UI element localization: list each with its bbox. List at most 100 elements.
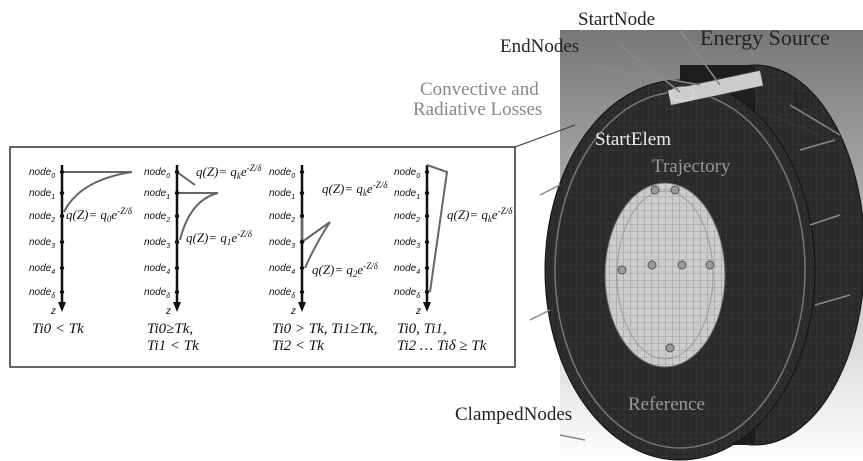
node-dot <box>425 240 429 244</box>
reference-label: Reference <box>628 394 705 415</box>
node-dot <box>300 191 304 195</box>
node-dot <box>425 170 429 174</box>
node-word: node <box>29 237 52 248</box>
node-dot <box>425 266 429 270</box>
losses-label: Convective and <box>420 79 539 100</box>
node-word: node <box>394 237 417 248</box>
node-dot <box>175 266 179 270</box>
condition: Ti0 > Tk, Ti1≥Tk, <box>272 321 377 337</box>
node-word: node <box>144 211 167 222</box>
end-nodes-label: EndNodes <box>500 36 579 57</box>
node-word: node <box>394 211 417 222</box>
start-node-label: StartNode <box>578 9 655 30</box>
node-word: node <box>394 188 417 199</box>
node-word: node <box>269 287 292 298</box>
node-index: 3 <box>416 243 420 250</box>
node-word: node <box>394 263 417 274</box>
node-index: δ <box>166 293 170 300</box>
inner-hole <box>605 183 725 367</box>
node-index: 4 <box>166 269 170 276</box>
node-index: 0 <box>416 173 420 180</box>
node-index: 3 <box>166 243 170 250</box>
formula-exp: -Z/δ <box>237 229 253 239</box>
node-dot <box>60 240 64 244</box>
node-index: 2 <box>165 217 170 224</box>
formula-text: q(Z)= q <box>66 207 107 222</box>
node-word: node <box>144 263 167 274</box>
condition: Ti0 < Tk <box>32 321 84 337</box>
formula-exp: -Z/δ <box>247 163 263 173</box>
node-index: δ <box>291 293 295 300</box>
clamped-nodes-label: ClampedNodes <box>455 404 572 425</box>
node-index: 1 <box>416 194 420 201</box>
node-dot <box>175 170 179 174</box>
formula-text: q(Z)= q <box>196 164 237 179</box>
node-word: node <box>144 167 167 178</box>
node-dot <box>175 191 179 195</box>
node-dot <box>300 290 304 294</box>
node-index: 1 <box>291 194 295 201</box>
energy-source-label: Energy Source <box>700 25 830 50</box>
formula-text: q(Z)= q <box>447 207 488 222</box>
node-word: node <box>269 237 292 248</box>
condition: Ti2 < Tk <box>272 338 324 354</box>
node-index: 2 <box>290 217 295 224</box>
node-index: 1 <box>51 194 55 201</box>
node-index: δ <box>51 293 55 300</box>
velocity-sub: д <box>805 96 813 112</box>
node-word: node <box>29 211 52 222</box>
formula-text: q(Z)= q <box>322 181 363 196</box>
formula-exp: -Z/δ <box>363 261 379 271</box>
formula-text: q(Z)= q <box>312 262 353 277</box>
node-dot <box>175 240 179 244</box>
axis-label: z <box>50 306 56 317</box>
condition: Ti0≥Tk, <box>147 321 193 337</box>
node-word: node <box>394 167 417 178</box>
node-word: node <box>144 287 167 298</box>
node-dot <box>60 191 64 195</box>
node-dot <box>300 170 304 174</box>
node-index: 0 <box>51 173 55 180</box>
condition: Ti2 … Tiδ ≥ Tk <box>397 338 487 354</box>
node-dot <box>175 214 179 218</box>
node-dot <box>60 290 64 294</box>
node-word: node <box>394 287 417 298</box>
axis-label: z <box>290 306 296 317</box>
figure: StartNode EndNodes Energy Source Convect… <box>0 0 863 461</box>
node-word: node <box>269 263 292 274</box>
node-dot <box>300 240 304 244</box>
node-word: node <box>269 211 292 222</box>
axis-label: z <box>165 306 171 317</box>
node-word: node <box>144 188 167 199</box>
axis-label: z <box>415 306 421 317</box>
node-index: δ <box>416 293 420 300</box>
node-dot <box>425 191 429 195</box>
node-index: 0 <box>166 173 170 180</box>
formula-exp: -Z/δ <box>373 180 389 190</box>
node-word: node <box>269 188 292 199</box>
node-index: 3 <box>51 243 55 250</box>
node-dot <box>300 266 304 270</box>
condition: Ti0, Ti1, <box>397 321 447 337</box>
condition: Ti1 < Tk <box>147 338 199 354</box>
node-word: node <box>29 167 52 178</box>
node-word: node <box>29 263 52 274</box>
node-index: 2 <box>50 217 55 224</box>
node-dot <box>60 170 64 174</box>
node-dot <box>175 290 179 294</box>
node-index: 3 <box>291 243 295 250</box>
node-word: node <box>144 237 167 248</box>
formula-exp: -Z/δ <box>498 206 514 216</box>
node-dot <box>425 214 429 218</box>
node-dot <box>425 290 429 294</box>
losses-label: Radiative Losses <box>413 99 542 120</box>
node-word: node <box>29 188 52 199</box>
node-index: 2 <box>415 217 420 224</box>
formula-exp: -Z/δ <box>117 206 133 216</box>
trajectory-label: Trajectory <box>652 156 731 177</box>
formula-text: q(Z)= q <box>186 230 227 245</box>
node-dot <box>300 214 304 218</box>
node-index: 0 <box>291 173 295 180</box>
node-index: 4 <box>291 269 295 276</box>
node-index: 1 <box>166 194 170 201</box>
